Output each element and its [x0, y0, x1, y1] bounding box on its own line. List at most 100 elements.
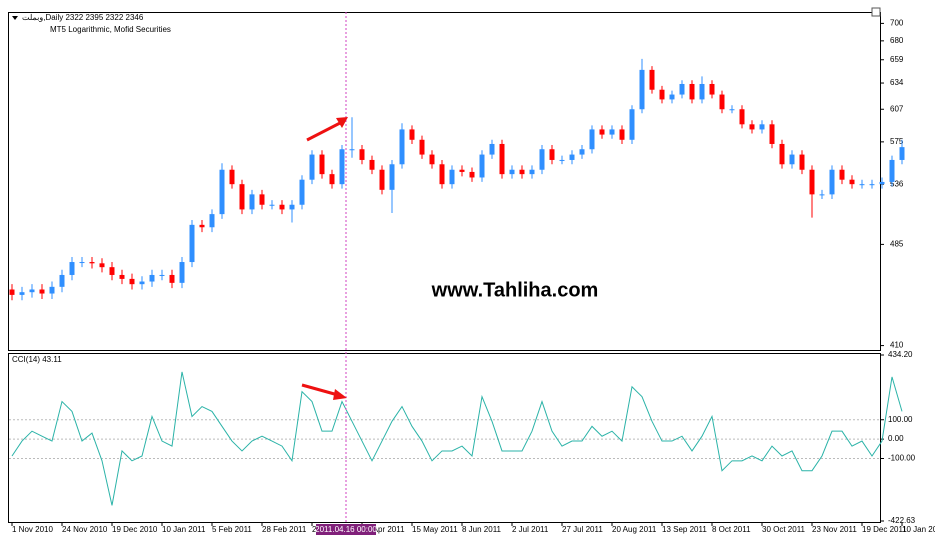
x-tick-label: 23 Nov 2011: [812, 525, 857, 534]
x-tick-label: 19 Dec 2010: [112, 525, 158, 534]
x-tick-label: 5 Feb 2011: [212, 525, 252, 534]
candle-body: [699, 83, 705, 100]
x-tick-label: 2 Jul 2011: [512, 525, 549, 534]
x-tick-label: 20 Apr 2011: [362, 525, 405, 534]
candle-body: [39, 289, 45, 294]
candle-body: [859, 184, 865, 186]
y-tick-label: 680: [890, 36, 904, 45]
candle-body: [889, 159, 895, 182]
candle-body: [229, 169, 235, 185]
cursor-label-box: [316, 524, 376, 535]
y-tick-label: 634: [890, 78, 904, 87]
candle-body: [349, 149, 355, 151]
y-tick-label: 536: [890, 179, 904, 188]
candle-body: [359, 149, 365, 160]
candle-body: [479, 154, 485, 178]
candle-body: [489, 143, 495, 155]
candle-body: [289, 204, 295, 210]
candle-body: [169, 274, 175, 283]
arrow: [306, 120, 343, 142]
arrow: [301, 383, 339, 397]
y-tick-label: 0.00: [888, 434, 904, 443]
candle-body: [509, 169, 515, 175]
candle-body: [419, 139, 425, 155]
cci-pane-frame: [8, 353, 881, 523]
y-tick-label: 100.00: [888, 415, 913, 424]
x-tick-label: 10 Jan 2012: [902, 525, 935, 534]
candle-body: [429, 154, 435, 165]
candle-body: [589, 129, 595, 150]
candle-body: [569, 154, 575, 160]
candle-body: [199, 224, 205, 228]
watermark: www.Tahliha.com: [431, 279, 599, 301]
candle-body: [69, 262, 75, 275]
x-tick-label: 24 Nov 2010: [62, 525, 108, 534]
candle-body: [839, 169, 845, 180]
candle-body: [519, 169, 525, 175]
x-tick-label: 8 Oct 2011: [712, 525, 751, 534]
candle-body: [829, 169, 835, 195]
x-tick-label: 10 Jan 2011: [162, 525, 206, 534]
candle-body: [619, 129, 625, 140]
candle-body: [59, 274, 65, 287]
x-tick-label: 19 Dec 2011: [862, 525, 907, 534]
candle-body: [879, 181, 885, 185]
candle-body: [89, 262, 95, 264]
candle-body: [769, 124, 775, 144]
candle-body: [269, 204, 275, 206]
x-tick-label: 20 Aug 2011: [612, 525, 657, 534]
candle-body: [849, 179, 855, 185]
cci-title: CCI(14) 43.11: [12, 355, 62, 364]
candle-body: [579, 149, 585, 155]
candle-body: [819, 194, 825, 196]
candle-body: [469, 171, 475, 178]
menu-arrow[interactable]: [12, 16, 18, 20]
candle-body: [649, 69, 655, 90]
candle-body: [399, 129, 405, 165]
candle-body: [339, 149, 345, 185]
candle-body: [559, 159, 565, 161]
candle-body: [899, 147, 905, 160]
candle-body: [9, 289, 15, 295]
arrow-head: [336, 117, 348, 128]
candle-body: [99, 263, 105, 268]
candle-body: [609, 129, 615, 135]
candle-body: [749, 124, 755, 130]
candle-body: [869, 184, 875, 186]
candle-body: [279, 204, 285, 210]
candle-body: [159, 274, 165, 276]
cursor-label: 2011.04.16 00:00: [315, 525, 377, 534]
candle-body: [179, 262, 185, 283]
y-tick-label: 434.20: [888, 350, 913, 359]
chart-title: وبملت,Daily 2322 2395 2322 2346: [22, 13, 144, 22]
y-tick-label: -100.00: [888, 454, 916, 463]
candle-body: [409, 129, 415, 140]
candle-body: [529, 169, 535, 175]
candle-body: [239, 184, 245, 210]
candle-body: [549, 149, 555, 160]
autoscroll-icon[interactable]: [871, 7, 881, 17]
candle-body: [639, 69, 645, 110]
candle-body: [329, 174, 335, 185]
candle-body: [189, 224, 195, 263]
candle-body: [789, 154, 795, 165]
candle-body: [459, 169, 465, 172]
candle-body: [259, 194, 265, 205]
candle-body: [759, 124, 765, 130]
candle-body: [679, 83, 685, 95]
candle-body: [299, 179, 305, 205]
candle-body: [309, 154, 315, 180]
chart-subtitle: MT5 Logarithmic, Mofid Securities: [50, 25, 171, 34]
candle-body: [729, 109, 735, 111]
candle-body: [659, 89, 665, 100]
candle-body: [389, 164, 395, 190]
candle-body: [669, 94, 675, 100]
candle-body: [209, 214, 215, 228]
candle-body: [779, 143, 785, 165]
candle-body: [219, 169, 225, 215]
y-tick-label: 659: [890, 55, 904, 64]
cci-line: [11, 371, 903, 506]
candle-body: [369, 159, 375, 170]
